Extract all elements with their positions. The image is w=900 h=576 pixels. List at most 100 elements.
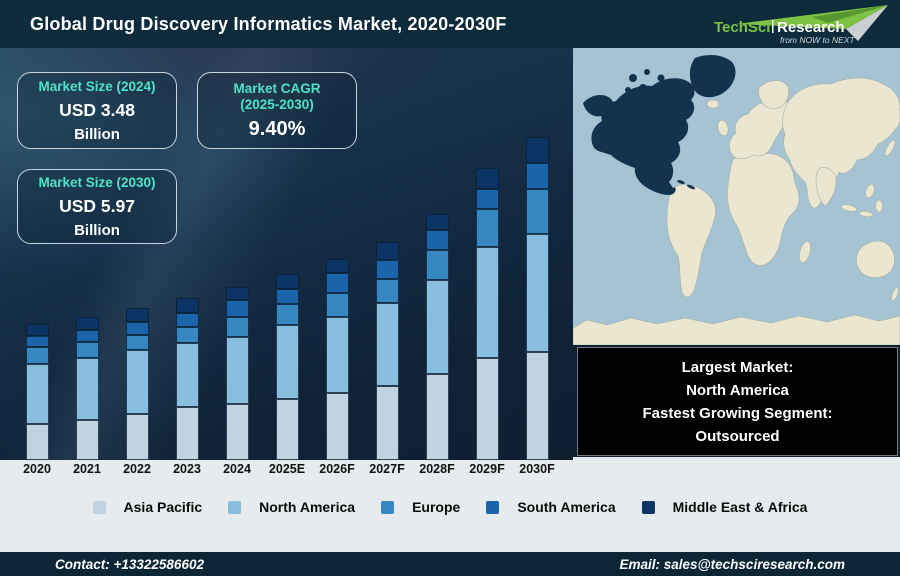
legend-label-north-america: North America bbox=[259, 499, 356, 515]
map-uk bbox=[717, 119, 729, 137]
bar-segment-asia-pacific bbox=[225, 403, 249, 460]
bar-segment-middle-east-africa bbox=[75, 317, 99, 330]
bar-segment-europe bbox=[275, 303, 299, 325]
bar-segment-europe bbox=[375, 279, 399, 303]
bar-segment-middle-east-africa bbox=[275, 273, 299, 289]
bar-segment-north-america bbox=[75, 357, 99, 420]
bars-layer bbox=[0, 48, 573, 460]
world-map-svg bbox=[573, 48, 900, 345]
map-madagascar bbox=[799, 240, 811, 264]
map-alaska bbox=[583, 94, 613, 117]
bar-2027f bbox=[375, 242, 399, 460]
bar-segment-south-america bbox=[275, 288, 299, 304]
bar-segment-north-america bbox=[225, 337, 249, 404]
bar-segment-north-america bbox=[175, 343, 199, 407]
map-caribbean bbox=[677, 180, 685, 184]
bar-segment-asia-pacific bbox=[275, 398, 299, 460]
map-iceland bbox=[706, 99, 720, 109]
bar-segment-asia-pacific bbox=[175, 406, 199, 460]
bar-segment-middle-east-africa bbox=[325, 259, 349, 273]
x-axis-label-2021: 2021 bbox=[73, 462, 101, 476]
bar-segment-north-america bbox=[25, 363, 49, 424]
map-north-america-highlight bbox=[591, 78, 695, 194]
market-size-2024-value: USD 3.48 bbox=[59, 99, 135, 120]
bar-2021 bbox=[75, 317, 99, 460]
bar-segment-south-america bbox=[125, 321, 149, 335]
bar-segment-south-america bbox=[75, 329, 99, 342]
x-axis-label-2029f: 2029F bbox=[469, 462, 505, 476]
x-axis-label-2023: 2023 bbox=[173, 462, 201, 476]
bar-segment-south-america bbox=[375, 259, 399, 279]
map-antarctica bbox=[573, 314, 900, 345]
map-philippines bbox=[865, 183, 875, 199]
world-map bbox=[573, 48, 900, 345]
map-new-zealand bbox=[891, 287, 899, 301]
largest-market-callout: Largest Market: North America Fastest Gr… bbox=[577, 347, 898, 456]
bar-segment-europe bbox=[175, 326, 199, 343]
market-size-2024-heading: Market Size (2024) bbox=[38, 78, 156, 94]
map-island bbox=[875, 199, 883, 213]
bar-segment-asia-pacific bbox=[125, 413, 149, 460]
bar-segment-europe bbox=[125, 335, 149, 350]
bar-segment-north-america bbox=[375, 302, 399, 386]
bar-segment-asia-pacific bbox=[375, 386, 399, 460]
map-arctic-island bbox=[629, 74, 637, 82]
bar-segment-middle-east-africa bbox=[175, 298, 199, 313]
bar-segment-north-america bbox=[325, 316, 349, 393]
techsci-logo: TechSci Research from NOW to NEXT bbox=[714, 5, 888, 45]
bar-segment-south-america bbox=[325, 273, 349, 293]
bar-segment-north-america bbox=[125, 350, 149, 414]
page-title: Global Drug Discovery Informatics Market… bbox=[30, 13, 507, 34]
logo-tagline: from NOW to NEXT bbox=[780, 35, 855, 45]
legend: Asia Pacific North America Europe South Ame… bbox=[0, 499, 900, 515]
map-indonesia bbox=[840, 204, 858, 212]
footer-bar: Contact: +13322586602 Email: sales@techs… bbox=[0, 552, 900, 576]
bar-segment-middle-east-africa bbox=[125, 308, 149, 322]
bar-segment-europe bbox=[425, 249, 449, 280]
legend-swatch-north-america bbox=[228, 500, 242, 514]
market-size-2030-value: USD 5.97 bbox=[59, 195, 135, 216]
bar-segment-asia-pacific bbox=[75, 420, 99, 460]
bar-segment-south-america bbox=[175, 313, 199, 327]
bar-segment-middle-east-africa bbox=[375, 242, 399, 260]
logo-text-techsci: TechSci bbox=[714, 19, 770, 36]
market-size-2030-unit: Billion bbox=[74, 221, 120, 239]
x-axis-label-2027f: 2027F bbox=[369, 462, 405, 476]
map-arctic-island bbox=[639, 84, 647, 92]
x-axis-label-2024: 2024 bbox=[223, 462, 251, 476]
legend-item-south-america: South America bbox=[486, 499, 616, 515]
logo-text-research: Research bbox=[777, 19, 845, 36]
market-cagr-heading-line1: Market CAGR bbox=[233, 80, 321, 96]
logo-arrow-shadow bbox=[812, 5, 888, 23]
bar-segment-middle-east-africa bbox=[25, 324, 49, 336]
bar-segment-south-america bbox=[225, 300, 249, 317]
bar-2029f bbox=[475, 168, 499, 460]
logo-divider bbox=[772, 20, 774, 33]
bar-segment-north-america bbox=[525, 234, 549, 352]
bar-segment-asia-pacific bbox=[475, 357, 499, 460]
bar-segment-south-america bbox=[425, 230, 449, 250]
x-axis-label-2026f: 2026F bbox=[319, 462, 355, 476]
bar-2028f bbox=[425, 213, 449, 460]
legend-item-north-america: North America bbox=[228, 499, 355, 515]
legend-label-asia-pacific: Asia Pacific bbox=[123, 499, 203, 515]
bar-segment-north-america bbox=[475, 247, 499, 358]
bar-segment-middle-east-africa bbox=[425, 213, 449, 230]
title-bar: Global Drug Discovery Informatics Market… bbox=[0, 0, 900, 48]
bar-segment-europe bbox=[25, 347, 49, 364]
bar-segment-europe bbox=[75, 342, 99, 358]
map-arctic-island bbox=[644, 69, 650, 75]
market-size-2024-unit: Billion bbox=[74, 125, 120, 143]
bar-segment-europe bbox=[325, 293, 349, 317]
bottom-strip: 2020 2021 2022 2023 2024 2025E 2026F 2027F 2028F… bbox=[0, 457, 900, 552]
bar-segment-south-america bbox=[25, 335, 49, 347]
map-greenland bbox=[689, 54, 736, 98]
legend-label-europe: Europe bbox=[412, 499, 461, 515]
map-arctic-island bbox=[657, 74, 665, 82]
market-size-2024-box: Market Size (2024) USD 3.48 Billion bbox=[17, 72, 177, 149]
legend-swatch-europe bbox=[381, 500, 395, 514]
callout-line-2: North America bbox=[686, 381, 789, 399]
legend-swatch-south-america bbox=[486, 500, 500, 514]
legend-item-europe: Europe bbox=[381, 499, 460, 515]
market-cagr-value: 9.40% bbox=[248, 117, 306, 140]
